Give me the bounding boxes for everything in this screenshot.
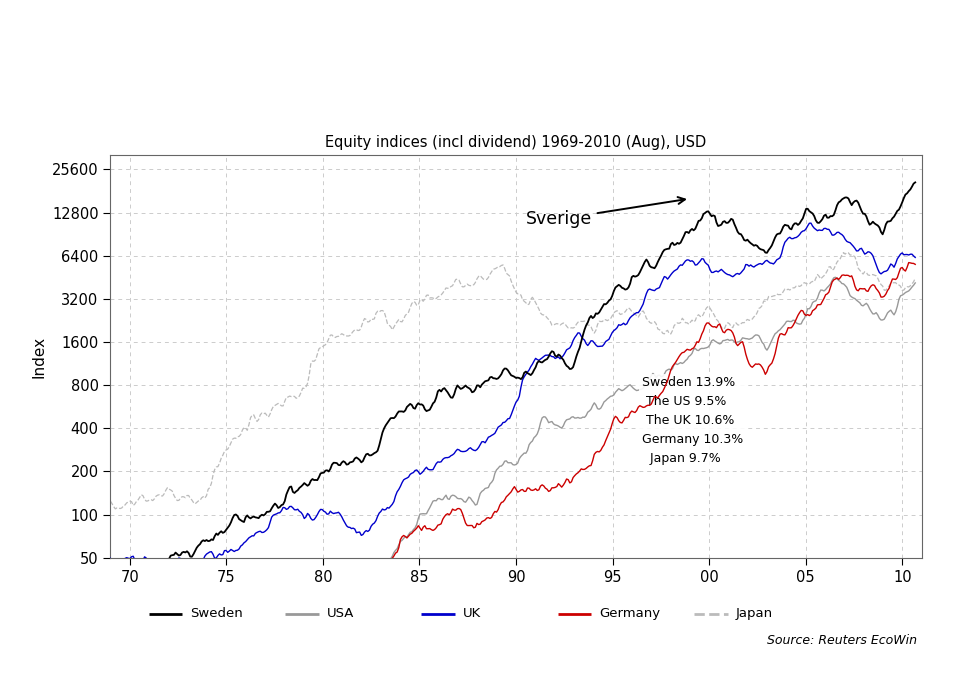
Line: Japan: Japan — [110, 253, 915, 509]
Germany — [862, 287, 874, 295]
Germany — [264, 606, 276, 614]
Germany — [678, 348, 689, 356]
Text: USA: USA — [326, 607, 354, 621]
USA — [909, 279, 921, 287]
Y-axis label: Index: Index — [32, 335, 46, 378]
Japan — [864, 271, 876, 279]
Text: Sverige: Sverige — [526, 197, 684, 228]
Germany — [186, 623, 198, 631]
Japan — [186, 496, 198, 504]
Sweden — [678, 232, 689, 240]
Text: Sweden: Sweden — [190, 607, 243, 621]
USA — [243, 648, 254, 656]
Sweden — [243, 513, 254, 521]
Japan — [105, 497, 116, 505]
Japan — [553, 320, 564, 328]
Japan — [909, 274, 921, 283]
UK — [243, 534, 254, 542]
Sweden — [105, 572, 116, 580]
Germany — [903, 258, 915, 266]
Text: Germany: Germany — [599, 607, 660, 621]
USA — [864, 305, 876, 313]
Sweden — [909, 178, 921, 187]
Text: senaste 40 åren. Japan 9,7% per år.: senaste 40 åren. Japan 9,7% per år. — [24, 69, 483, 95]
USA — [264, 645, 276, 653]
Germany — [553, 479, 564, 487]
Text: Source: Reuters EcoWin: Source: Reuters EcoWin — [767, 634, 917, 648]
Germany — [177, 643, 188, 651]
Sweden — [186, 553, 198, 561]
Japan — [678, 316, 689, 324]
UK — [111, 562, 123, 571]
Text: Japan: Japan — [735, 607, 773, 621]
Text: UK: UK — [463, 607, 481, 621]
UK — [553, 353, 564, 361]
Japan — [109, 505, 121, 513]
Sweden — [264, 507, 276, 515]
Japan — [243, 421, 254, 429]
Line: UK: UK — [110, 223, 915, 566]
Title: Equity indices (incl dividend) 1969-2010 (Aug), USD: Equity indices (incl dividend) 1969-2010… — [325, 135, 707, 150]
Line: Germany: Germany — [110, 262, 915, 647]
UK — [909, 254, 921, 262]
Germany — [243, 610, 254, 619]
USA — [829, 273, 841, 281]
Line: Sweden: Sweden — [110, 183, 915, 583]
UK — [186, 555, 198, 563]
Text: Sweden 13.9%
 The US 9.5%
 The UK 10.6%
Germany 10.3%
  Japan 9.7%: Sweden 13.9% The US 9.5% The UK 10.6% Ge… — [641, 377, 743, 466]
Japan — [264, 410, 276, 418]
Line: USA: USA — [110, 277, 915, 676]
USA — [678, 358, 689, 366]
UK — [105, 554, 116, 562]
UK — [678, 259, 689, 267]
Sweden — [123, 579, 134, 587]
Germany — [909, 260, 921, 268]
USA — [553, 422, 564, 430]
Text: Svenskt aktiesparande – Extremt lönsamt de: Svenskt aktiesparande – Extremt lönsamt … — [24, 28, 601, 51]
UK — [805, 219, 817, 227]
Japan — [841, 249, 852, 257]
UK — [864, 248, 876, 256]
UK — [264, 518, 276, 527]
Germany — [105, 635, 116, 643]
USA — [186, 665, 198, 673]
Sweden — [553, 350, 564, 358]
Sweden — [862, 217, 874, 225]
